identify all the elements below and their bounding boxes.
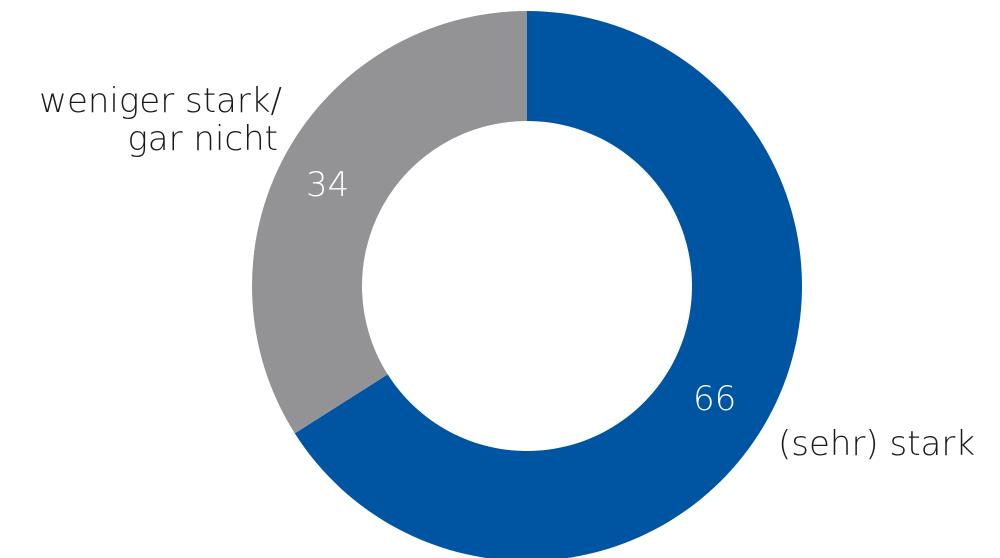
slice-value-label-weniger: 34 — [306, 165, 349, 205]
slice-category-label-stark: (sehr) stark — [778, 424, 975, 464]
slice-stark — [294, 11, 802, 558]
slice-value-label-stark: 66 — [693, 379, 736, 419]
donut-slices — [251, 11, 802, 558]
slice-weniger-stark — [251, 11, 527, 434]
slice-category-label-weniger-line1: weniger stark/ — [39, 81, 282, 121]
slice-category-label-weniger-line2: gar nicht — [127, 119, 278, 159]
